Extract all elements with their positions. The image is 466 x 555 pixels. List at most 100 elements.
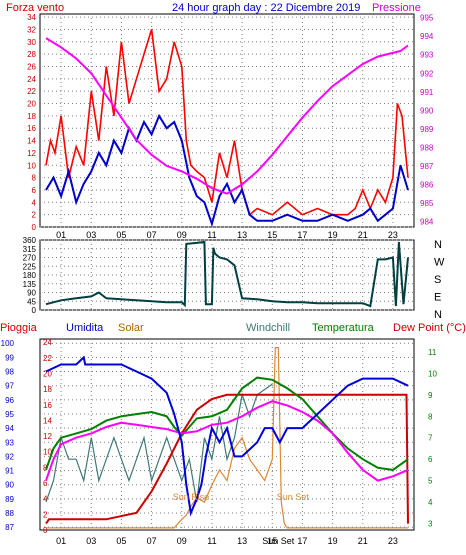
y-tick-label-left: 98 [5,368,14,377]
y-tick-label-left: 16 [27,124,36,133]
y-tick-label-right: 984 [420,217,434,226]
x-tick-label: 05 [116,230,126,240]
y-tick-label-left: 95 [5,410,14,419]
y-tick-label-left: 100 [1,339,15,348]
y-tick-label-left: 90 [5,481,14,490]
rain-tick-label: 12 [43,432,52,441]
y-tick-label-right: 4 [428,498,433,507]
rain-tick-label: 10 [43,448,52,457]
rain-series-line [45,393,409,525]
y-tick-label-left: 88 [5,509,14,518]
x-tick-label: 19 [328,536,338,546]
solar-series-line [46,347,408,529]
x-tick-label: 09 [177,230,187,240]
compass-label: N [434,239,442,251]
rain-humidity-chart: 8788899091929394959697989910034567891011… [1,338,438,546]
rain-tick-label: 18 [43,385,52,394]
x-tick-label: 05 [116,536,126,546]
x-tick-label: 07 [147,230,157,240]
wind-chart-frame [39,13,415,228]
y-tick-label-left: 180 [23,271,37,280]
y-tick-label-left: 12 [27,149,36,158]
y-tick-label-right: 8 [428,412,433,421]
wind-pressure-chart: 0246810121416182022242628303234984985986… [27,13,434,240]
compass-label: W [434,257,445,269]
windchill-series-line [45,383,273,503]
pressure-series-line [45,37,409,195]
x-tick-label: 17 [297,536,307,546]
x-tick-label: 01 [56,230,66,240]
y-tick-label-right: 9 [428,391,433,400]
y-tick-label-left: 22 [27,87,36,96]
y-tick-label-right: 5 [428,477,433,486]
x-tick-label: 03 [86,536,96,546]
y-tick-label-left: 270 [23,254,37,263]
x-tick-label: 17 [297,230,307,240]
x-tick-label: 13 [237,536,247,546]
y-tick-label-left: 14 [27,137,36,146]
y-tick-label-left: 45 [27,297,36,306]
x-tick-label: 11 [207,230,216,240]
y-tick-label-right: 986 [420,180,434,189]
y-tick-label-left: 315 [23,245,37,254]
rain-tick-label: 14 [43,416,52,425]
y-tick-label-left: 20 [27,100,36,109]
rain-tick-label: 4 [43,495,48,504]
x-tick-label: 23 [388,536,398,546]
legend-rain: Pioggia [0,322,38,334]
rain-tick-label: 8 [43,463,48,472]
legend-humidity: Umidita [66,322,104,334]
x-tick-label: 19 [328,230,338,240]
y-tick-label-right: 991 [420,88,434,97]
wind-direction-line [45,240,409,308]
y-tick-label-right: 10 [428,369,437,378]
legend-dewpoint: Dew Point (°C) [393,322,466,334]
x-tick-label: 01 [56,536,66,546]
wind-series-line [45,29,409,217]
x-tick-label: 21 [358,230,368,240]
sunset-axis-label: Sun Set [262,536,295,546]
x-tick-label: 07 [147,536,157,546]
rain-tick-label: 2 [43,510,48,519]
y-tick-label-left: 90 [27,289,36,298]
rain-tick-label: 0 [43,526,48,535]
rain-tick-label: 20 [43,369,52,378]
rain-tick-label: 22 [43,354,52,363]
legend-windchill: Windchill [246,322,290,334]
x-tick-label: 11 [207,536,216,546]
y-tick-label-right: 994 [420,32,434,41]
y-tick-label-left: 94 [5,424,14,433]
y-tick-label-left: 0 [32,306,37,315]
y-tick-label-left: 135 [23,280,37,289]
y-tick-label-left: 92 [5,452,14,461]
y-tick-label-left: 32 [27,25,36,34]
y-tick-label-left: 28 [27,50,36,59]
legend-solar: Solar [118,322,144,334]
sunrise-annotation: Sun Rise [173,492,210,502]
sunset-annotation: Sun Set [277,492,310,502]
y-tick-label-left: 18 [27,112,36,121]
y-tick-label-right: 7 [428,434,433,443]
rain-tick-label: 24 [43,338,52,347]
y-tick-label-left: 0 [32,223,37,232]
y-tick-label-left: 34 [27,13,36,22]
x-tick-label: 21 [358,536,368,546]
rain-tick-label: 16 [43,401,52,410]
y-tick-label-right: 993 [420,51,434,60]
y-tick-label-right: 3 [428,520,433,529]
y-tick-label-left: 4 [32,198,37,207]
direction-chart-frame [39,239,415,311]
x-tick-label: 03 [86,230,96,240]
y-tick-label-left: 93 [5,438,14,447]
y-tick-label-left: 30 [27,38,36,47]
wind-avg-series-line [45,113,409,228]
humidity-series-line [45,355,409,517]
temperature-series-line [45,376,409,471]
y-tick-label-right: 987 [420,162,434,171]
rain-chart-frame [39,338,415,531]
x-tick-label: 23 [388,230,398,240]
y-tick-label-right: 988 [420,143,434,152]
compass-label: E [434,292,441,304]
